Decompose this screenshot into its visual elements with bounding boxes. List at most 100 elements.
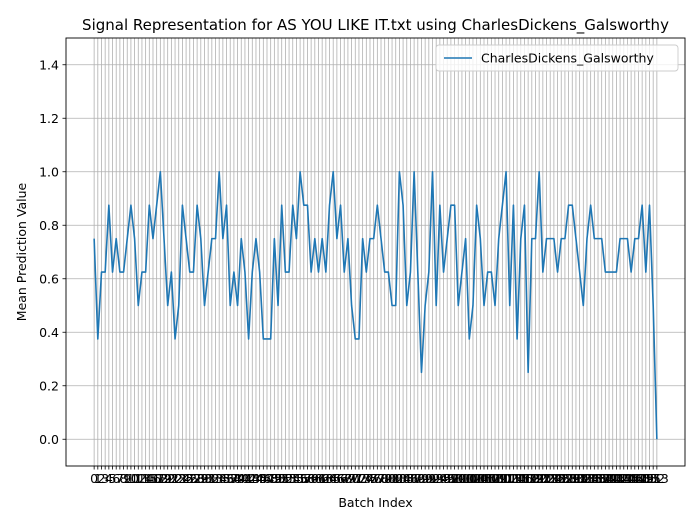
x-tick-label: 129 bbox=[557, 471, 581, 486]
x-tick-label: 20 bbox=[160, 471, 176, 486]
x-tick-label: 25 bbox=[178, 471, 194, 486]
x-tick-label: 97 bbox=[443, 471, 459, 486]
x-tick-label: 44 bbox=[248, 471, 264, 486]
x-tick-label: 0 bbox=[90, 471, 98, 486]
y-axis-label: Mean Prediction Value bbox=[14, 182, 29, 321]
x-tick-label: 103 bbox=[461, 471, 485, 486]
x-tick-label: 127 bbox=[549, 471, 573, 486]
x-tick-label: 65 bbox=[325, 471, 341, 486]
x-tick-label: 123 bbox=[535, 471, 559, 486]
x-tick-label: 67 bbox=[333, 471, 349, 486]
x-tick-label: 126 bbox=[546, 471, 570, 486]
x-tick-label: 90 bbox=[417, 471, 433, 486]
x-tick-label: 33 bbox=[208, 471, 224, 486]
y-tick-label: 0.8 bbox=[39, 218, 59, 233]
x-tick-label: 3 bbox=[101, 471, 109, 486]
y-tick-label: 1.0 bbox=[39, 164, 59, 179]
x-tick-label: 19 bbox=[156, 471, 172, 486]
x-tick-label: 29 bbox=[193, 471, 209, 486]
x-tick-label: 60 bbox=[307, 471, 323, 486]
x-tick-label: 2 bbox=[98, 471, 106, 486]
x-tick-label: 40 bbox=[233, 471, 249, 486]
x-tick-label: 70 bbox=[344, 471, 360, 486]
x-tick-label: 124 bbox=[538, 471, 562, 486]
x-tick-label: 62 bbox=[314, 471, 330, 486]
x-tick-label: 98 bbox=[447, 471, 463, 486]
x-tick-label: 135 bbox=[579, 471, 603, 486]
x-tick-label: 143 bbox=[608, 471, 632, 486]
x-tick-label: 42 bbox=[241, 471, 257, 486]
x-tick-label: 152 bbox=[641, 471, 665, 486]
x-tick-label: 111 bbox=[490, 471, 514, 486]
x-tick-label: 78 bbox=[373, 471, 389, 486]
x-tick-label: 117 bbox=[513, 471, 537, 486]
x-tick-label: 23 bbox=[171, 471, 187, 486]
x-tick-label: 64 bbox=[322, 471, 338, 486]
x-tick-label: 136 bbox=[582, 471, 606, 486]
x-tick-label: 94 bbox=[432, 471, 448, 486]
y-tick-label: 0.2 bbox=[39, 378, 59, 393]
x-tick-label: 89 bbox=[414, 471, 430, 486]
x-tick-label: 141 bbox=[601, 471, 625, 486]
x-tick-label: 75 bbox=[362, 471, 378, 486]
series-layer bbox=[93, 170, 658, 440]
x-tick-label: 10 bbox=[123, 471, 139, 486]
legend-label: CharlesDickens_Galsworthy bbox=[481, 51, 654, 66]
x-tick-label: 55 bbox=[288, 471, 304, 486]
x-tick-label: 109 bbox=[483, 471, 507, 486]
x-tick-label: 85 bbox=[399, 471, 415, 486]
x-tick-label: 12 bbox=[130, 471, 146, 486]
x-tick-label: 88 bbox=[410, 471, 426, 486]
x-tick-label: 4 bbox=[105, 471, 113, 486]
x-tick-label: 43 bbox=[244, 471, 260, 486]
x-tick-label: 128 bbox=[553, 471, 577, 486]
x-tick-label: 1 bbox=[94, 471, 102, 486]
x-ticks: 0123456789101112131415161718192021222324… bbox=[90, 466, 669, 486]
x-tick-label: 49 bbox=[266, 471, 282, 486]
x-tick-label: 81 bbox=[384, 471, 400, 486]
x-tick-label: 96 bbox=[439, 471, 455, 486]
x-tick-label: 84 bbox=[395, 471, 411, 486]
x-tick-label: 63 bbox=[318, 471, 334, 486]
x-tick-label: 148 bbox=[627, 471, 651, 486]
x-tick-label: 34 bbox=[211, 471, 227, 486]
x-tick-label: 9 bbox=[123, 471, 131, 486]
x-tick-label: 153 bbox=[645, 471, 669, 486]
grid-layer bbox=[66, 38, 685, 466]
x-tick-label: 31 bbox=[200, 471, 216, 486]
x-tick-label: 21 bbox=[163, 471, 179, 486]
y-tick-label: 0.4 bbox=[39, 325, 59, 340]
x-tick-label: 114 bbox=[501, 471, 525, 486]
y-tick-label: 0.6 bbox=[39, 271, 59, 286]
x-tick-label: 74 bbox=[358, 471, 374, 486]
x-tick-label: 57 bbox=[296, 471, 312, 486]
x-tick-label: 39 bbox=[230, 471, 246, 486]
x-tick-label: 125 bbox=[542, 471, 566, 486]
x-tick-label: 46 bbox=[255, 471, 271, 486]
x-tick-label: 16 bbox=[145, 471, 161, 486]
x-tick-label: 24 bbox=[174, 471, 190, 486]
x-tick-label: 47 bbox=[259, 471, 275, 486]
x-tick-label: 108 bbox=[479, 471, 503, 486]
x-tick-label: 120 bbox=[524, 471, 548, 486]
legend: CharlesDickens_Galsworthy bbox=[435, 44, 679, 72]
x-tick-label: 72 bbox=[351, 471, 367, 486]
x-tick-label: 145 bbox=[616, 471, 640, 486]
x-tick-label: 105 bbox=[468, 471, 492, 486]
x-tick-label: 140 bbox=[597, 471, 621, 486]
x-tick-label: 112 bbox=[494, 471, 518, 486]
x-tick-label: 122 bbox=[531, 471, 555, 486]
x-tick-label: 113 bbox=[498, 471, 522, 486]
x-tick-label: 58 bbox=[300, 471, 316, 486]
x-tick-label: 87 bbox=[406, 471, 422, 486]
x-tick-label: 56 bbox=[292, 471, 308, 486]
x-tick-label: 7 bbox=[116, 471, 124, 486]
y-tick-label: 0.0 bbox=[39, 432, 59, 447]
y-tick-label: 1.2 bbox=[39, 111, 59, 126]
x-tick-label: 13 bbox=[134, 471, 150, 486]
x-tick-label: 37 bbox=[222, 471, 238, 486]
x-tick-label: 73 bbox=[355, 471, 371, 486]
x-tick-label: 22 bbox=[167, 471, 183, 486]
x-tick-label: 95 bbox=[436, 471, 452, 486]
